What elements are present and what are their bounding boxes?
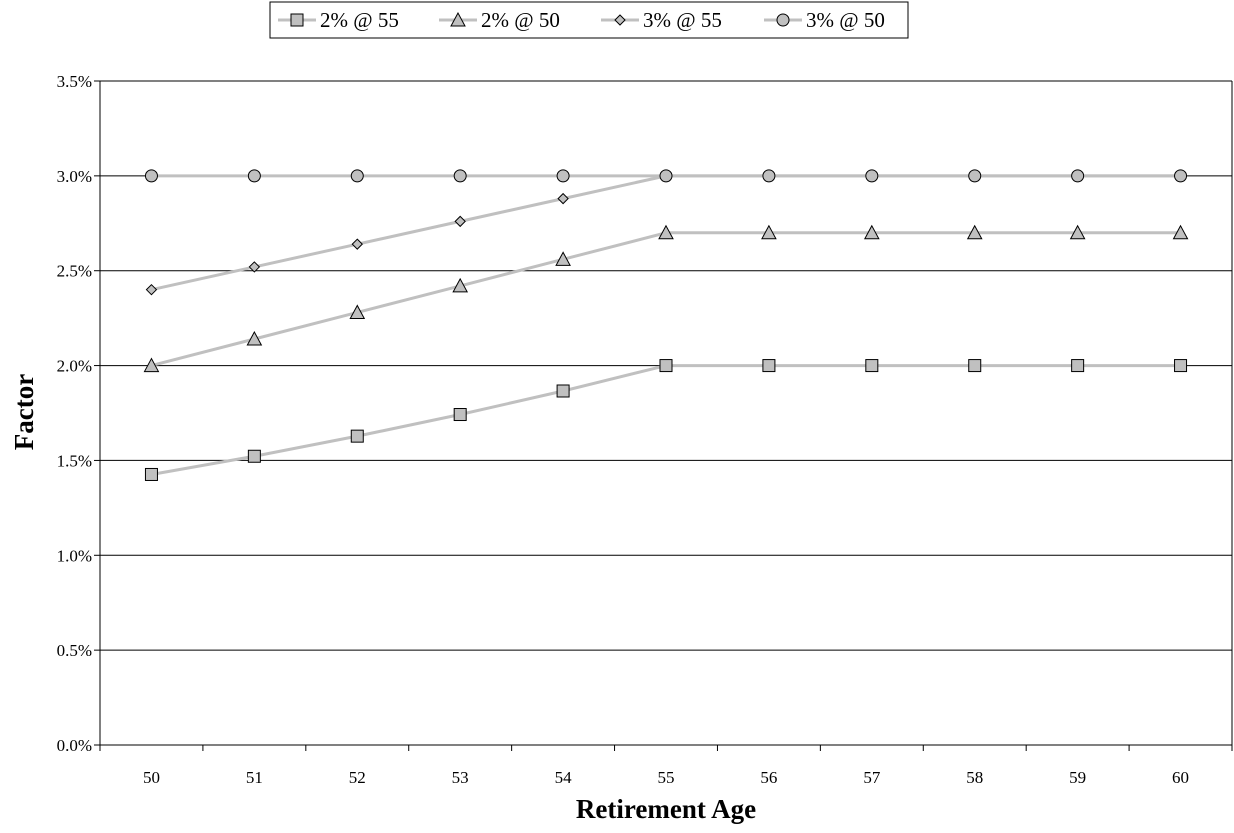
legend: 2% @ 55 2% @ 50 3% @ 55 3% @ 50 xyxy=(269,1,909,39)
triangle-marker xyxy=(452,277,469,293)
circle-marker xyxy=(556,169,570,183)
triangle-marker xyxy=(966,224,983,240)
x-tick-label: 56 xyxy=(760,768,777,787)
circle-marker xyxy=(453,169,467,183)
square-marker xyxy=(865,359,879,373)
legend-label: 2% @ 50 xyxy=(481,8,560,32)
y-tick-label: 2.0% xyxy=(57,357,92,376)
x-tick-label: 55 xyxy=(658,768,675,787)
y-axis-title: Factor xyxy=(9,374,39,450)
triangle-marker xyxy=(349,304,366,319)
legend-entry: 2% @ 55 xyxy=(278,8,399,32)
triangle-marker xyxy=(143,357,160,373)
circle-marker xyxy=(776,13,790,27)
diamond-marker xyxy=(145,283,158,296)
square-marker xyxy=(247,449,261,463)
square-marker xyxy=(762,359,776,373)
square-marker xyxy=(453,408,467,422)
y-tick-label: 3.0% xyxy=(57,167,92,186)
y-tick-label: 1.5% xyxy=(57,451,92,470)
diamond-marker xyxy=(248,261,261,273)
triangle-marker xyxy=(555,251,571,266)
x-tick-label: 60 xyxy=(1172,768,1189,787)
y-tick-label: 1.0% xyxy=(57,546,92,565)
legend-entry: 3% @ 50 xyxy=(764,8,885,32)
circle-marker xyxy=(247,169,261,183)
square-marker xyxy=(144,467,158,481)
circle-marker xyxy=(659,169,673,183)
series-group xyxy=(143,169,1189,481)
circle-marker xyxy=(144,169,158,183)
legend-entry: 3% @ 55 xyxy=(601,8,722,32)
legend-label: 2% @ 55 xyxy=(320,8,399,32)
series-line xyxy=(151,364,1181,476)
x-axis-title: Retirement Age xyxy=(576,794,756,824)
series-3 xyxy=(144,169,1188,183)
x-tick-label: 53 xyxy=(452,768,469,787)
triangle-marker xyxy=(761,224,777,240)
diamond-marker xyxy=(351,238,363,250)
series-0 xyxy=(144,359,1188,481)
x-tick-label: 59 xyxy=(1069,768,1086,787)
x-tick-labels: 50 51 52 53 54 55 56 57 58 59 60 xyxy=(143,768,1189,787)
triangle-marker xyxy=(1172,224,1189,240)
x-tick-label: 54 xyxy=(555,768,573,787)
circle-marker xyxy=(1071,169,1085,183)
triangle-marker xyxy=(450,11,466,27)
circle-marker xyxy=(865,169,879,183)
axes xyxy=(99,81,1233,751)
y-tick-label: 3.5% xyxy=(57,72,92,91)
y-tick-label: 0.0% xyxy=(57,736,92,755)
y-tick-label: 2.5% xyxy=(57,262,92,281)
legend-entry: 2% @ 50 xyxy=(439,8,560,32)
square-marker xyxy=(350,429,364,443)
circle-marker xyxy=(1174,169,1188,183)
x-tick-label: 50 xyxy=(143,768,160,787)
y-tick-labels: 0.0% 0.5% 1.0% 1.5% 2.0% 2.5% 3.0% 3.5% xyxy=(57,72,92,755)
square-marker xyxy=(1174,359,1188,373)
square-marker xyxy=(290,13,304,27)
x-tick-label: 51 xyxy=(246,768,263,787)
square-marker xyxy=(1071,359,1085,373)
triangle-marker xyxy=(658,224,674,240)
square-marker xyxy=(968,359,982,373)
triangle-marker xyxy=(863,224,880,240)
legend-label: 3% @ 50 xyxy=(806,8,885,32)
x-tick-label: 52 xyxy=(349,768,366,787)
x-tick-label: 58 xyxy=(966,768,983,787)
series-1 xyxy=(143,224,1189,373)
diamond-marker xyxy=(454,215,466,228)
triangle-marker xyxy=(1069,224,1086,240)
x-tick-label: 57 xyxy=(863,768,881,787)
circle-marker xyxy=(968,169,982,183)
circle-marker xyxy=(350,169,364,183)
diamond-marker xyxy=(557,192,569,205)
square-marker xyxy=(659,359,673,373)
triangle-marker xyxy=(246,330,263,346)
y-tick-label: 0.5% xyxy=(57,641,92,660)
diamond-marker xyxy=(614,14,626,26)
square-marker xyxy=(556,384,570,398)
series-line xyxy=(151,231,1181,368)
circle-marker xyxy=(762,169,776,183)
legend-label: 3% @ 55 xyxy=(643,8,722,32)
